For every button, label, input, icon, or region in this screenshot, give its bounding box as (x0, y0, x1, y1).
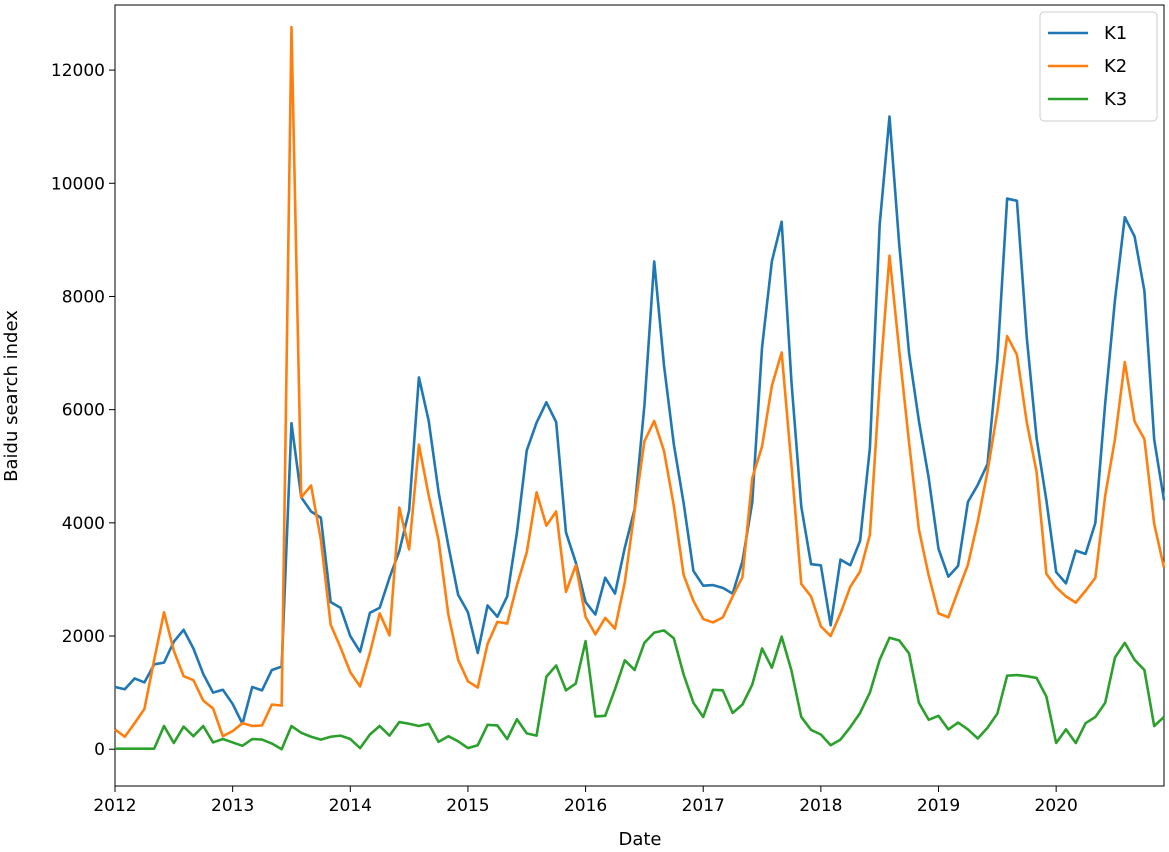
series-lines (114, 25, 1166, 751)
y-tick-label: 4000 (62, 514, 105, 534)
y-tick-label: 12000 (51, 61, 105, 81)
x-tick-label: 2015 (446, 796, 489, 816)
series-line-k3 (115, 629, 1165, 751)
x-tick-label: 2018 (799, 796, 842, 816)
legend: K1 K2 K3 (1039, 11, 1158, 122)
y-tick-label: 2000 (62, 627, 105, 647)
x-tick-label: 2016 (564, 796, 607, 816)
series-line-k1 (114, 115, 1166, 726)
y-tick-label: 6000 (62, 401, 105, 421)
legend-label-k2: K2 (1104, 56, 1127, 77)
x-tick-label: 2012 (93, 796, 136, 816)
legend-label-k1: K1 (1104, 23, 1127, 44)
y-tick-label: 10000 (51, 174, 105, 194)
x-tick-label: 2014 (329, 796, 372, 816)
legend-label-k3: K3 (1104, 89, 1127, 110)
x-tick-label: 2017 (682, 796, 725, 816)
legend-frame (1039, 11, 1158, 122)
series-line-k2 (114, 25, 1166, 739)
y-tick-label: 0 (94, 740, 105, 760)
x-axis: 2012 2013 2014 2015 2016 2017 2018 2019 2020 (93, 786, 1078, 816)
y-tick-label: 8000 (62, 287, 105, 307)
x-tick-label: 2013 (211, 796, 254, 816)
x-tick-label: 2020 (1035, 796, 1078, 816)
plot-frame (114, 4, 1165, 787)
plot-area (114, 4, 1165, 787)
y-axis: 0 2000 4000 6000 8000 10000 12000 (51, 61, 115, 760)
y-axis-label: Baidu search index (1, 310, 22, 482)
x-tick-label: 2019 (917, 796, 960, 816)
x-axis-label: Date (618, 829, 661, 850)
